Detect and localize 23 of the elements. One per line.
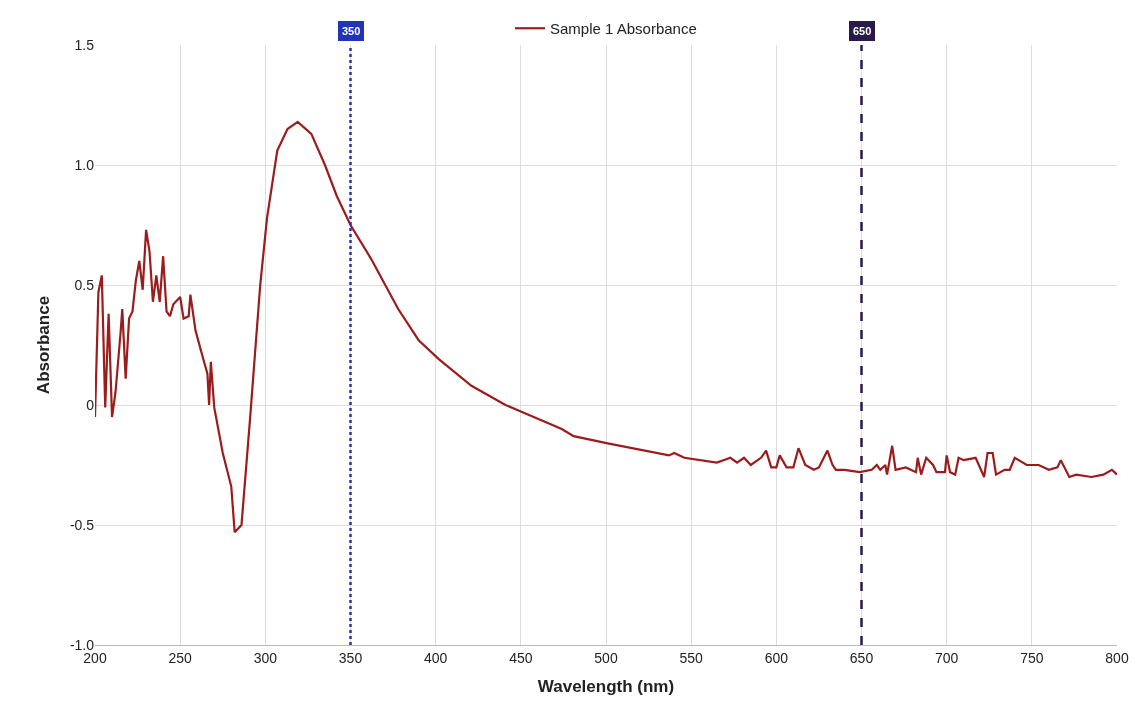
x-tick-label: 750 xyxy=(1020,649,1044,666)
y-tick-label: 0 xyxy=(86,396,95,413)
x-tick-label: 300 xyxy=(253,649,278,666)
x-tick-label: 800 xyxy=(1105,649,1129,666)
ref-line-label: 350 xyxy=(342,25,361,37)
x-tick-label: 400 xyxy=(423,649,448,666)
legend-label: Sample 1 Absorbance xyxy=(550,20,697,38)
y-tick-label: 1.0 xyxy=(74,156,95,173)
x-tick-label: 450 xyxy=(509,649,533,666)
ref-line-label: 650 xyxy=(853,25,872,37)
x-tick-label: 650 xyxy=(849,649,874,666)
line-series xyxy=(95,120,1117,534)
x-tick-label: 500 xyxy=(594,649,618,666)
x-tick-label: 350 xyxy=(338,649,363,666)
y-tick-label: 1.5 xyxy=(74,36,95,53)
y-tick-label: 0.5 xyxy=(74,276,95,293)
x-tick-label: 550 xyxy=(679,649,704,666)
x-tick-label: 250 xyxy=(168,649,193,666)
x-axis-title: Wavelength (nm) xyxy=(537,677,675,697)
y-axis-title: Absorbance xyxy=(34,295,54,395)
x-tick-label: 700 xyxy=(934,649,959,666)
y-tick-label: -0.5 xyxy=(69,516,95,533)
x-tick-label: 600 xyxy=(764,649,789,666)
